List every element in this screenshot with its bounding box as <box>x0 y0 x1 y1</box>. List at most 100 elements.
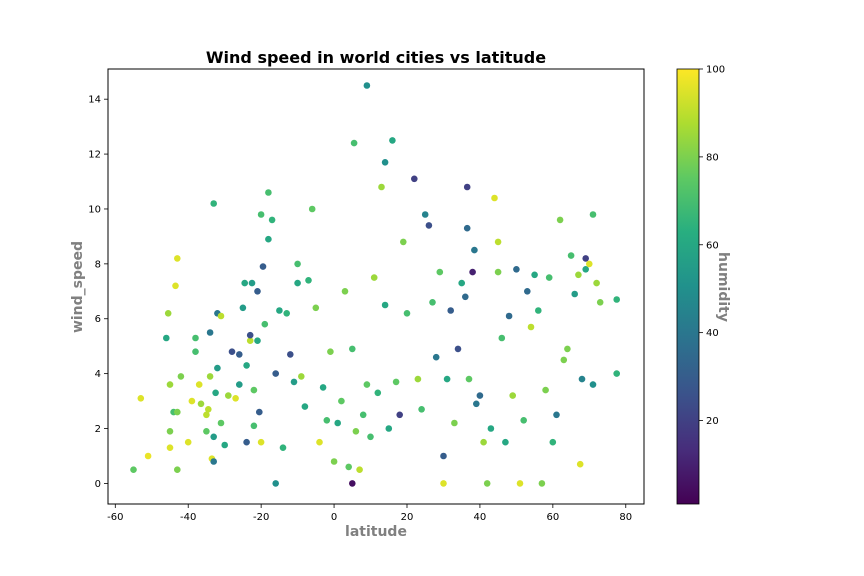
data-point <box>130 466 137 474</box>
data-point <box>473 400 480 408</box>
plot-frame <box>107 68 645 505</box>
data-point <box>613 296 620 303</box>
data-point <box>305 277 312 284</box>
data-point <box>279 444 287 452</box>
data-point <box>174 466 181 474</box>
data-point <box>494 238 502 246</box>
x-tick-label: 0 <box>331 512 337 523</box>
data-point <box>575 271 582 279</box>
data-point <box>254 288 261 295</box>
data-point <box>283 310 291 317</box>
plot-area <box>108 69 644 504</box>
y-axis-ticks: 0 2 4 6 8 10 12 14 <box>88 95 108 490</box>
colorbar-tick-label: 80 <box>706 152 719 163</box>
data-point <box>225 392 232 399</box>
data-point <box>491 194 498 202</box>
data-point <box>203 411 210 419</box>
data-point <box>166 381 174 388</box>
data-point <box>367 433 374 441</box>
data-point <box>589 381 597 388</box>
data-point <box>463 224 471 232</box>
y-tick-label: 8 <box>95 259 101 270</box>
data-point <box>195 381 203 388</box>
data-point <box>593 279 600 287</box>
data-point <box>370 274 378 281</box>
y-tick-label: 6 <box>95 314 101 325</box>
data-point <box>429 299 436 306</box>
data-point <box>378 183 385 191</box>
points-layer <box>130 82 620 487</box>
data-point <box>381 159 389 166</box>
data-point <box>301 403 309 410</box>
colorbar-tick-label: 40 <box>706 328 719 339</box>
data-point <box>494 268 502 276</box>
data-point <box>589 211 597 218</box>
data-point <box>400 238 407 246</box>
data-point <box>174 255 181 262</box>
data-point <box>206 373 214 380</box>
data-point <box>440 452 447 460</box>
data-point <box>454 345 462 353</box>
data-point <box>205 406 212 413</box>
chart-title: Wind speed in world cities vs latitude <box>206 48 546 67</box>
x-axis-ticks: -60 -40 -20 0 20 40 60 80 <box>107 504 632 523</box>
data-point <box>487 425 495 432</box>
data-point <box>341 288 349 295</box>
data-point <box>531 271 538 279</box>
data-point <box>349 345 356 353</box>
data-point <box>239 304 247 312</box>
data-point <box>294 279 301 287</box>
data-point <box>463 183 471 191</box>
data-point <box>436 268 444 276</box>
data-point <box>290 378 298 386</box>
data-point <box>197 400 205 408</box>
data-point <box>236 381 243 388</box>
data-point <box>374 389 382 397</box>
y-tick-label: 4 <box>95 369 101 380</box>
data-point <box>483 480 491 487</box>
data-point <box>246 331 254 339</box>
data-point <box>505 312 513 320</box>
data-point <box>276 307 283 314</box>
data-point <box>272 480 280 487</box>
data-point <box>203 428 210 435</box>
data-point <box>166 444 174 452</box>
data-point <box>188 397 196 405</box>
data-point <box>516 480 524 487</box>
data-point <box>392 378 400 386</box>
data-point <box>476 392 484 399</box>
data-point <box>349 480 356 487</box>
data-point <box>184 438 192 446</box>
data-point <box>553 411 560 419</box>
data-point <box>545 274 553 281</box>
data-point <box>471 246 478 254</box>
data-point <box>403 310 411 317</box>
x-tick-label: 60 <box>546 512 559 523</box>
data-point <box>469 268 476 276</box>
x-tick-label: 80 <box>619 512 632 523</box>
data-point <box>596 299 604 306</box>
data-point <box>268 216 276 224</box>
data-point <box>177 373 185 380</box>
data-point <box>312 304 320 312</box>
data-point <box>308 205 316 213</box>
data-point <box>350 139 358 147</box>
data-point <box>221 441 228 449</box>
data-point <box>582 255 589 262</box>
y-tick-label: 12 <box>88 150 101 161</box>
data-point <box>498 334 506 342</box>
data-point <box>418 406 425 413</box>
data-point <box>192 334 199 342</box>
data-point <box>327 348 334 356</box>
data-point <box>396 411 404 419</box>
data-point <box>243 438 250 446</box>
data-point <box>265 189 272 196</box>
data-point <box>447 307 455 314</box>
data-point <box>564 345 571 353</box>
x-axis-label: latitude <box>345 524 407 540</box>
data-point <box>535 307 542 314</box>
data-point <box>172 282 179 290</box>
data-point <box>443 375 451 383</box>
data-point <box>265 235 272 243</box>
data-point <box>538 480 546 487</box>
